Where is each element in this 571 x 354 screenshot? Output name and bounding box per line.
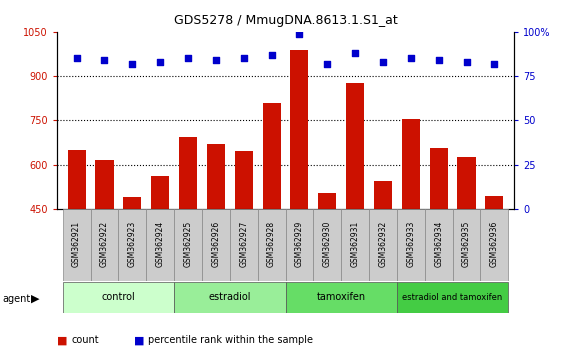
Bar (263, 103, 280, 209)
Text: GSM362922: GSM362922 (100, 221, 109, 267)
Point (155, 59, 164, 65)
Point (239, 56, 248, 61)
Point (72, 56, 81, 61)
Text: estradiol: estradiol (208, 292, 251, 302)
Text: GSM362929: GSM362929 (295, 221, 304, 267)
Text: GSM362927: GSM362927 (239, 221, 248, 267)
Bar (67, 150, 86, 209)
Point (323, 61, 332, 67)
Bar (95, 160, 114, 209)
Point (490, 61, 499, 67)
Point (128, 61, 137, 67)
Point (211, 57, 220, 63)
Text: GDS5278 / MmugDNA.8613.1.S1_at: GDS5278 / MmugDNA.8613.1.S1_at (174, 14, 397, 27)
Point (434, 57, 443, 63)
Bar (346, 84, 364, 209)
Bar (291, 50, 308, 209)
Bar (202, 209, 230, 281)
Bar (286, 209, 313, 281)
Bar (174, 209, 202, 281)
Point (462, 59, 471, 65)
Bar (146, 209, 174, 281)
Text: percentile rank within the sample: percentile rank within the sample (148, 335, 313, 345)
Bar (91, 209, 118, 281)
Text: ■: ■ (134, 335, 144, 345)
Bar (313, 209, 341, 281)
Text: estradiol and tamoxifen: estradiol and tamoxifen (403, 293, 502, 302)
Bar (485, 195, 504, 209)
Text: GSM362936: GSM362936 (490, 221, 499, 267)
Text: ▶: ▶ (31, 294, 39, 304)
Bar (286, 282, 397, 313)
Bar (397, 282, 508, 313)
Bar (369, 209, 397, 281)
Text: GSM362923: GSM362923 (128, 221, 137, 267)
Text: GSM362931: GSM362931 (351, 221, 360, 267)
Bar (480, 209, 508, 281)
Bar (341, 209, 369, 281)
Text: GSM362930: GSM362930 (323, 221, 332, 267)
Bar (123, 197, 142, 209)
Bar (151, 176, 169, 209)
Bar (118, 209, 146, 281)
Bar (63, 209, 91, 281)
Text: GSM362924: GSM362924 (156, 221, 164, 267)
Point (407, 56, 416, 61)
Bar (318, 193, 336, 209)
Bar (179, 137, 197, 209)
Bar (374, 181, 392, 209)
Bar (235, 152, 253, 209)
Point (100, 57, 109, 63)
Point (267, 52, 276, 58)
Bar (258, 209, 286, 281)
Text: GSM362928: GSM362928 (267, 221, 276, 267)
Bar (174, 282, 286, 313)
Bar (429, 148, 448, 209)
Bar (425, 209, 453, 281)
Text: GSM362935: GSM362935 (462, 221, 471, 267)
Point (379, 59, 388, 65)
Point (351, 50, 360, 56)
Text: ■: ■ (57, 335, 67, 345)
Text: count: count (71, 335, 99, 345)
Text: GSM362933: GSM362933 (407, 221, 415, 267)
Text: tamoxifen: tamoxifen (317, 292, 366, 302)
Text: control: control (102, 292, 135, 302)
Text: GSM362921: GSM362921 (72, 221, 81, 267)
Text: GSM362925: GSM362925 (183, 221, 192, 267)
Text: agent: agent (3, 294, 31, 304)
Bar (453, 209, 480, 281)
Point (183, 56, 192, 61)
Bar (230, 209, 258, 281)
Bar (207, 144, 225, 209)
Text: GSM362926: GSM362926 (211, 221, 220, 267)
Bar (397, 209, 425, 281)
Bar (63, 282, 174, 313)
Bar (457, 157, 476, 209)
Bar (402, 119, 420, 209)
Point (295, 31, 304, 36)
Text: GSM362932: GSM362932 (379, 221, 388, 267)
Text: GSM362934: GSM362934 (434, 221, 443, 267)
